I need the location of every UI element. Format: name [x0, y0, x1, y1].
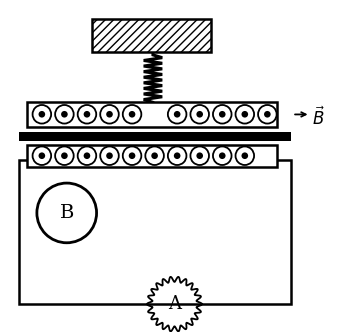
Circle shape [242, 111, 248, 118]
Circle shape [236, 105, 254, 124]
Circle shape [196, 111, 203, 118]
Circle shape [151, 153, 158, 159]
Circle shape [213, 147, 231, 165]
Text: A: A [168, 295, 181, 313]
Circle shape [174, 111, 180, 118]
Circle shape [78, 105, 96, 124]
Circle shape [191, 105, 209, 124]
Circle shape [191, 147, 209, 165]
Bar [18, 160, 291, 304]
Circle shape [264, 111, 271, 118]
Circle shape [219, 111, 225, 118]
Circle shape [123, 147, 141, 165]
Circle shape [174, 153, 180, 159]
Circle shape [61, 111, 68, 118]
Circle shape [168, 147, 186, 165]
Bar [18, 132, 291, 141]
Circle shape [168, 105, 186, 124]
Circle shape [78, 147, 96, 165]
Circle shape [196, 153, 203, 159]
Circle shape [123, 105, 141, 124]
Circle shape [100, 105, 119, 124]
Bar [27, 102, 277, 127]
Circle shape [236, 147, 254, 165]
Circle shape [61, 153, 68, 159]
Circle shape [100, 147, 119, 165]
Circle shape [84, 153, 90, 159]
Circle shape [258, 105, 277, 124]
Circle shape [32, 105, 51, 124]
Text: B: B [60, 204, 74, 222]
Circle shape [37, 183, 97, 243]
Bar [27, 145, 277, 166]
Circle shape [145, 147, 164, 165]
Circle shape [38, 153, 45, 159]
Bar [91, 19, 211, 52]
Circle shape [55, 147, 74, 165]
Circle shape [55, 105, 74, 124]
Circle shape [129, 153, 135, 159]
Circle shape [242, 153, 248, 159]
Circle shape [213, 105, 231, 124]
Circle shape [106, 153, 113, 159]
Text: $\vec{B}$: $\vec{B}$ [312, 106, 325, 129]
Circle shape [129, 111, 135, 118]
Circle shape [84, 111, 90, 118]
Circle shape [219, 153, 225, 159]
Circle shape [32, 147, 51, 165]
Circle shape [38, 111, 45, 118]
Circle shape [106, 111, 113, 118]
